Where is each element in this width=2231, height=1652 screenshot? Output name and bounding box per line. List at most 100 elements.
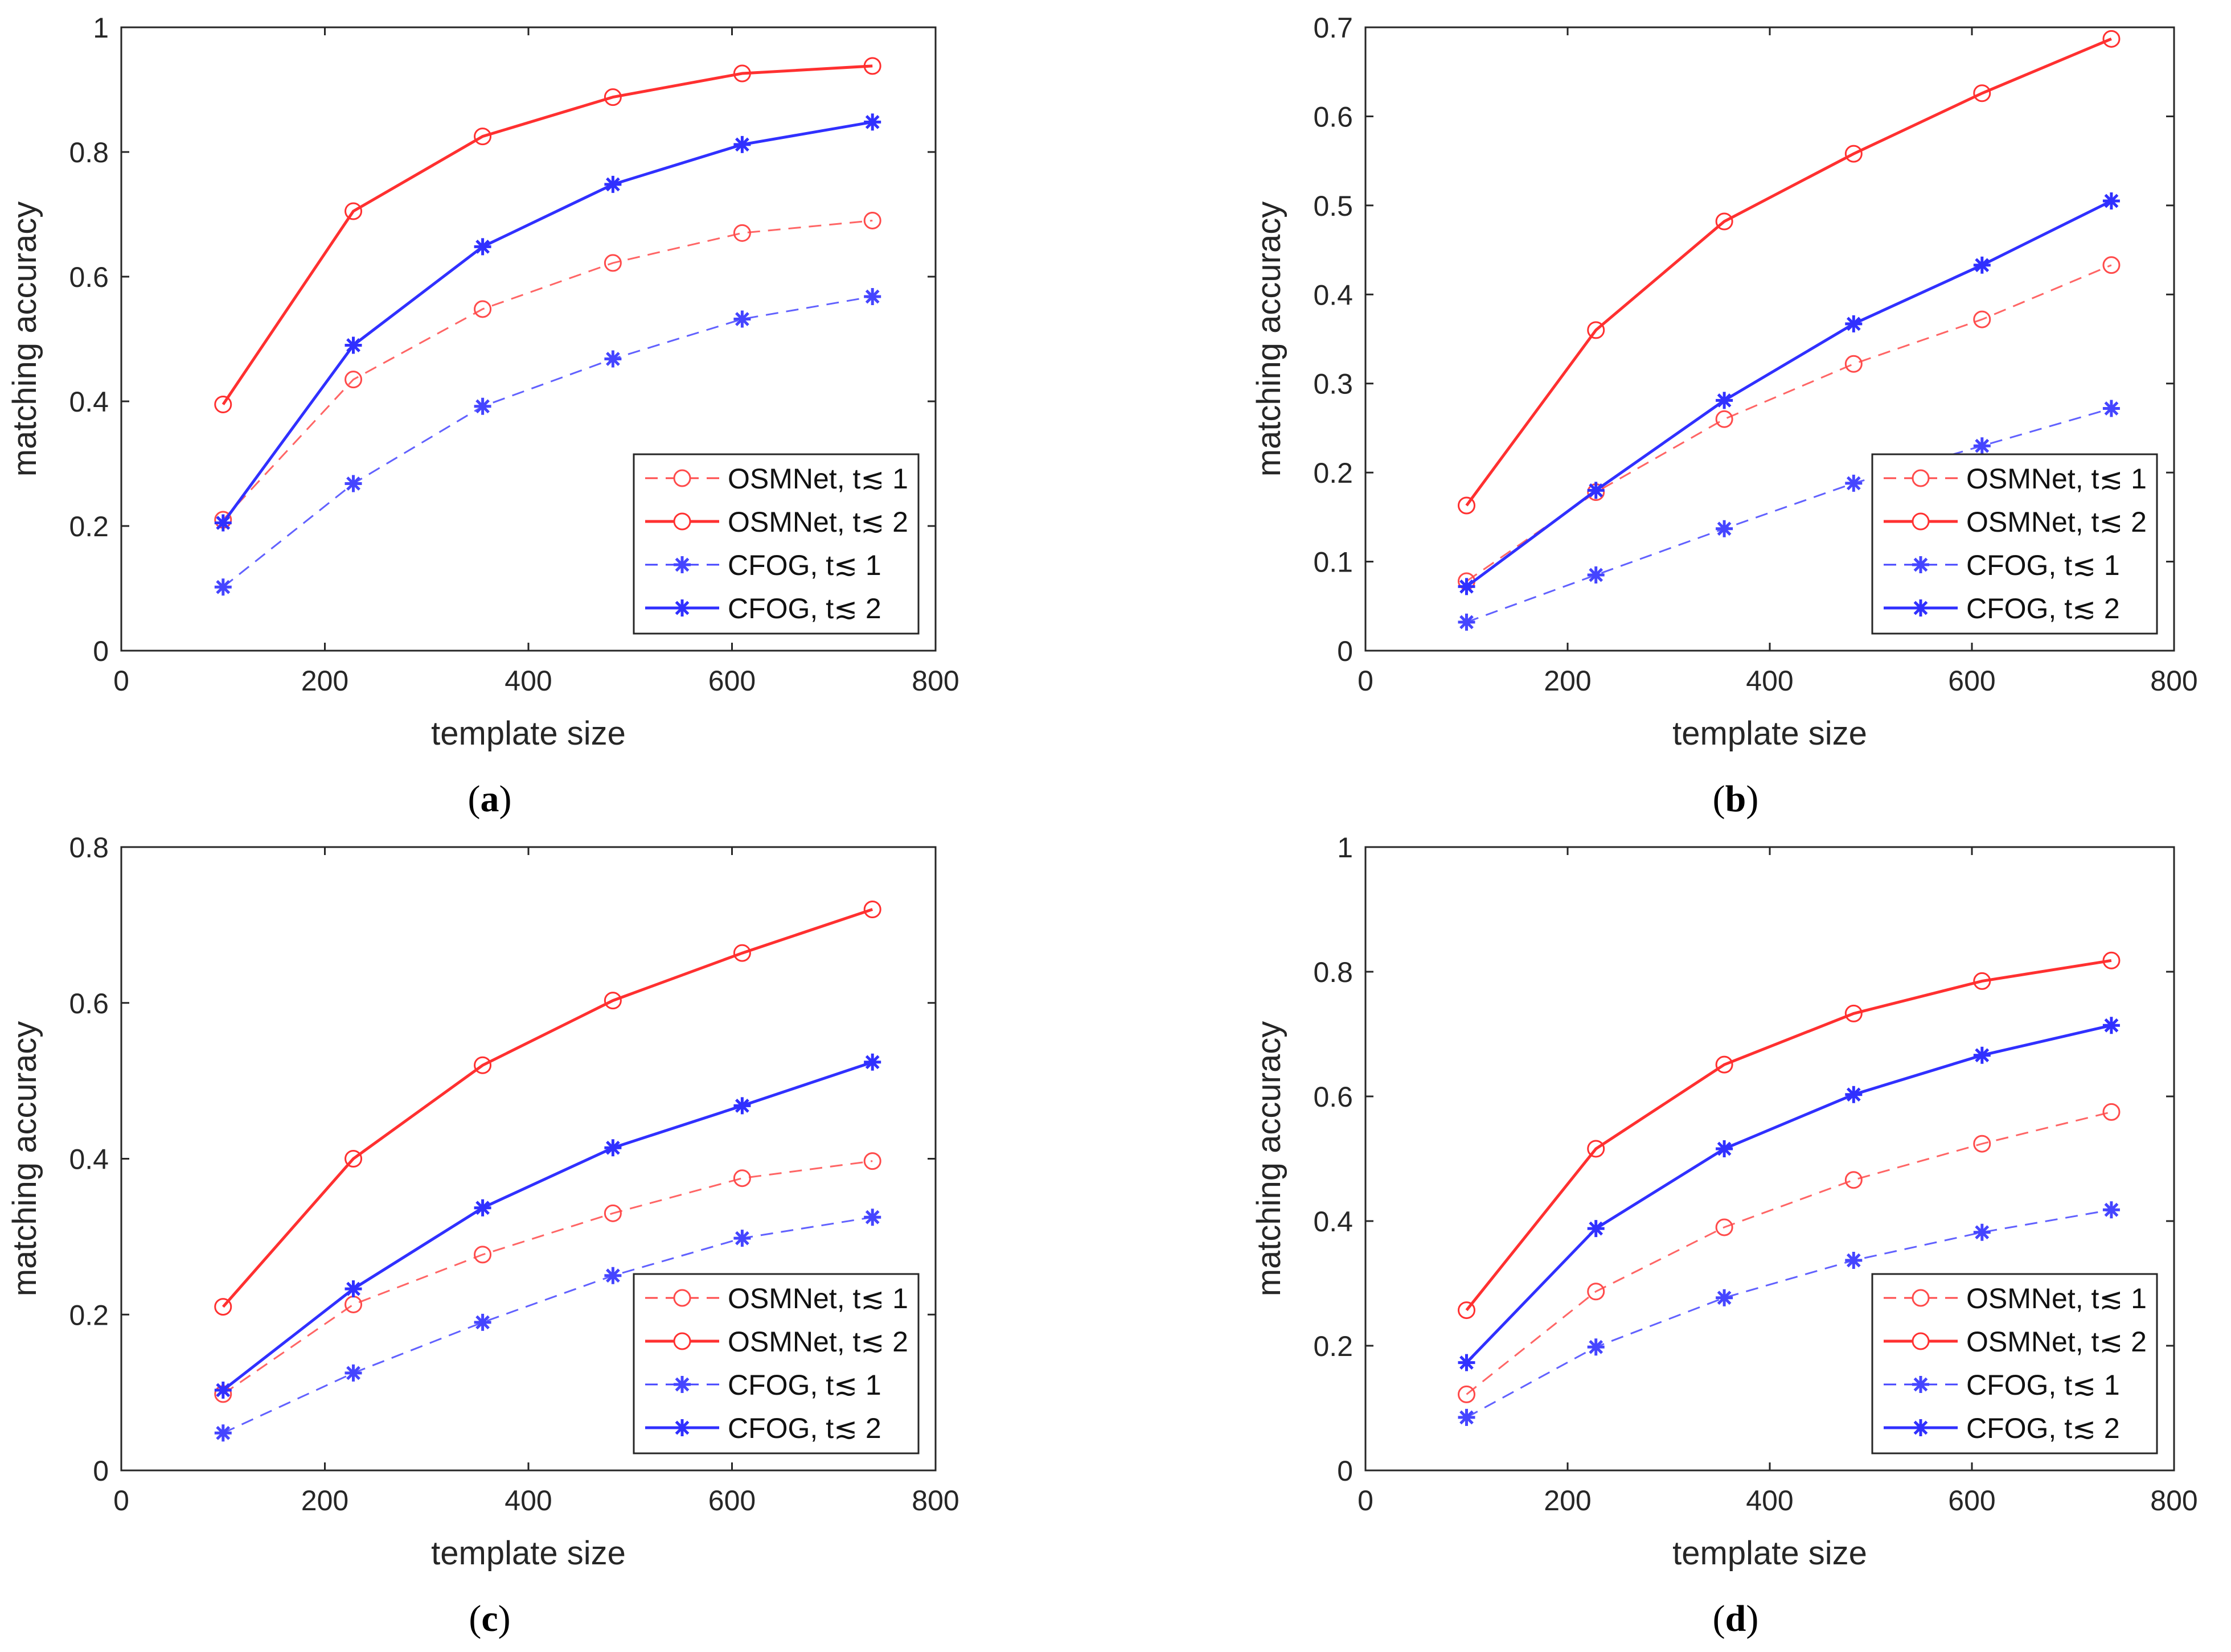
x-tick-label: 0	[113, 665, 129, 697]
series-line-cfog_t1	[1466, 1209, 2112, 1419]
data-point-cfog_t1	[1458, 613, 1475, 631]
data-point-cfog_t2	[1716, 1140, 1733, 1157]
data-point-osm_t1	[863, 211, 881, 229]
data-point-cfog_t2	[1973, 1046, 1991, 1064]
y-tick-label: 0.2	[69, 1299, 109, 1331]
data-point-osm_t1	[1844, 355, 1863, 373]
data-point-cfog_t1	[1845, 1252, 1863, 1269]
y-tick-label: 0.7	[1313, 12, 1353, 44]
y-axis-label: matching accuracy	[1250, 202, 1287, 477]
data-point-cfog_t2	[1587, 1220, 1605, 1238]
x-tick-label: 200	[301, 665, 348, 697]
legend-label-cfog_t1: CFOG, t≲ 1	[1966, 1369, 2120, 1401]
data-point-osm_t1	[2102, 1103, 2121, 1121]
data-point-cfog_t2	[2102, 1017, 2120, 1034]
x-tick-label: 800	[2150, 1485, 2197, 1517]
data-point-osm_t1	[863, 1152, 881, 1170]
legend-label-osm_t2: OSMNet, t≲ 2	[1966, 506, 2147, 538]
data-point-cfog_t2	[1716, 392, 1733, 409]
data-point-cfog_t2	[1587, 482, 1605, 499]
data-point-osm_t1	[1715, 410, 1733, 428]
data-point-osm_t1	[604, 1204, 622, 1222]
x-tick-label: 800	[912, 1485, 959, 1517]
x-tick-label: 400	[1746, 1485, 1793, 1517]
data-point-osm_t1	[1458, 1385, 1475, 1403]
x-tick-label: 0	[113, 1485, 129, 1517]
y-tick-label: 0	[93, 1455, 109, 1487]
data-point-cfog_t1	[474, 397, 491, 415]
data-point-cfog_t1	[214, 1424, 232, 1442]
data-point-osm_t1	[733, 1169, 751, 1187]
legend-marker-osm_t2	[673, 1332, 691, 1350]
legend-label-osm_t2: OSMNet, t≲ 2	[728, 1326, 908, 1358]
y-tick-label: 0.8	[69, 832, 109, 864]
legend-label-osm_t1: OSMNet, t≲ 1	[1966, 463, 2147, 495]
data-point-cfog_t2	[345, 1280, 362, 1298]
data-point-osm_t2	[1973, 84, 1991, 102]
y-tick-label: 1	[93, 12, 109, 44]
data-point-cfog_t2	[214, 514, 232, 532]
y-tick-label: 0.8	[1313, 956, 1353, 988]
caption-open: (	[468, 778, 481, 820]
legend-label-cfog_t1: CFOG, t≲ 1	[728, 549, 881, 581]
data-point-cfog_t1	[345, 1364, 362, 1382]
data-point-cfog_t2	[1845, 315, 1863, 332]
data-point-cfog_t1	[864, 288, 881, 305]
data-point-osm_t2	[1715, 1055, 1733, 1074]
caption-open: (	[1713, 1598, 1725, 1639]
x-tick-label: 800	[912, 665, 959, 697]
legend-marker-cfog_t1	[674, 1376, 691, 1393]
y-axis-label: matching accuracy	[6, 202, 43, 477]
legend-label-cfog_t1: CFOG, t≲ 1	[1966, 549, 2120, 581]
x-tick-label: 0	[1358, 665, 1373, 697]
data-point-cfog_t2	[1458, 578, 1475, 595]
legend-marker-osm_t1	[673, 469, 691, 487]
data-point-cfog_t1	[1587, 566, 1605, 583]
caption-letter: a	[481, 778, 499, 820]
panel-caption: (a)	[468, 778, 512, 820]
series-line-cfog_t1	[223, 1216, 873, 1434]
data-point-cfog_t2	[345, 336, 362, 354]
legend-marker-osm_t2	[673, 512, 691, 531]
data-point-cfog_t1	[1716, 1289, 1733, 1306]
legend-label-cfog_t2: CFOG, t≲ 2	[728, 593, 881, 624]
data-point-osm_t2	[863, 57, 881, 75]
x-axis-label: template size	[431, 715, 626, 752]
y-tick-label: 0.2	[1313, 457, 1353, 489]
legend: OSMNet, t≲ 1 OSMNet, t≲ 2 CFOG, t≲ 1 CFOG, …	[633, 1273, 920, 1454]
data-point-cfog_t1	[733, 1230, 751, 1247]
legend-marker-osm_t1	[673, 1289, 691, 1307]
data-point-cfog_t2	[1845, 1086, 1863, 1103]
y-tick-label: 0.6	[69, 261, 109, 293]
x-axis-label: template size	[431, 1535, 626, 1572]
x-tick-label: 600	[708, 1485, 756, 1517]
x-tick-label: 200	[1544, 1485, 1591, 1517]
data-point-osm_t2	[474, 128, 492, 146]
data-point-cfog_t1	[864, 1209, 881, 1226]
data-point-cfog_t1	[1716, 520, 1733, 537]
y-tick-label: 0	[1337, 1455, 1353, 1487]
data-point-cfog_t1	[1973, 437, 1991, 455]
data-point-osm_t1	[1844, 1171, 1863, 1189]
data-point-osm_t1	[604, 254, 622, 272]
data-point-osm_t2	[604, 88, 622, 106]
y-tick-label: 0	[1337, 635, 1353, 667]
y-tick-label: 0.2	[1313, 1330, 1353, 1362]
x-tick-label: 0	[1358, 1485, 1373, 1517]
caption-letter: c	[481, 1598, 498, 1639]
panel-caption: (d)	[1713, 1598, 1759, 1639]
data-point-osm_t2	[474, 1056, 492, 1074]
series-line-cfog_t2	[1466, 199, 2113, 588]
caption-letter: d	[1725, 1598, 1746, 1639]
y-tick-label: 0.4	[1313, 1206, 1353, 1238]
data-point-cfog_t2	[214, 1382, 232, 1399]
legend: OSMNet, t≲ 1 OSMNet, t≲ 2 CFOG, t≲ 1 CFOG, …	[1871, 1273, 2158, 1454]
data-point-cfog_t1	[604, 1267, 622, 1284]
y-tick-label: 0.3	[1313, 368, 1353, 400]
data-point-osm_t2	[733, 944, 751, 962]
y-tick-label: 0.4	[1313, 279, 1353, 311]
data-point-osm_t1	[474, 300, 492, 318]
y-tick-label: 0.6	[69, 988, 109, 1020]
data-point-cfog_t2	[1458, 1354, 1475, 1371]
